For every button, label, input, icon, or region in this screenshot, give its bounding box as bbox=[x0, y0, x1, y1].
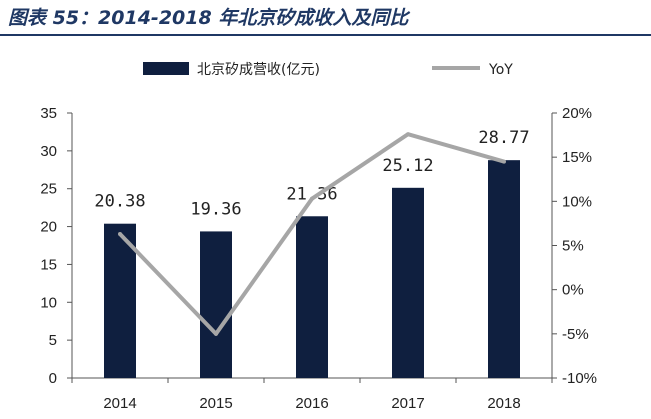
revenue-bar bbox=[104, 223, 136, 378]
legend-label-yoy: YoY bbox=[488, 62, 513, 78]
x-axis-tick-label: 2016 bbox=[295, 395, 328, 412]
left-y-axis: 0 5 10 15 20 25 30 35 bbox=[40, 105, 73, 387]
right-axis-tick-label: 5% bbox=[562, 238, 584, 255]
left-axis-tick-label: 25 bbox=[40, 181, 57, 198]
right-axis-tick-label: -5% bbox=[562, 326, 589, 343]
left-axis-tick-label: 30 bbox=[40, 143, 57, 160]
right-axis-tick-label: 15% bbox=[562, 149, 592, 166]
x-axis-tick-label: 2015 bbox=[199, 395, 232, 412]
left-axis-tick-label: 5 bbox=[49, 332, 57, 349]
left-axis-tick-label: 10 bbox=[40, 294, 57, 311]
yoy-point bbox=[502, 159, 506, 164]
bar-series bbox=[104, 160, 520, 378]
right-axis-tick-label: 10% bbox=[562, 193, 592, 210]
yoy-point bbox=[118, 232, 122, 237]
revenue-bar bbox=[392, 187, 424, 378]
legend-label-revenue: 北京矽成营收(亿元) bbox=[197, 62, 320, 78]
yoy-point bbox=[214, 331, 218, 336]
yoy-line-series bbox=[118, 132, 506, 336]
revenue-bar bbox=[200, 231, 232, 378]
left-axis-tick-label: 15 bbox=[40, 256, 57, 273]
right-y-axis: -10% -5% 0% 5% 10% 15% 20% bbox=[551, 105, 597, 387]
left-axis-tick-label: 35 bbox=[40, 105, 57, 122]
yoy-point bbox=[406, 132, 410, 137]
left-axis-tick-label: 20 bbox=[40, 219, 57, 236]
right-axis-tick-label: 20% bbox=[562, 105, 592, 122]
revenue-data-label: 25.12 bbox=[382, 156, 433, 176]
revenue-bar bbox=[296, 216, 328, 378]
revenue-data-label: 20.38 bbox=[94, 192, 145, 212]
right-axis-tick-label: -10% bbox=[562, 370, 597, 387]
right-axis-tick-label: 0% bbox=[562, 282, 584, 299]
legend-swatch-revenue bbox=[143, 62, 189, 75]
left-axis-tick-label: 0 bbox=[49, 370, 57, 387]
revenue-bar bbox=[488, 160, 520, 378]
title-divider bbox=[0, 34, 651, 36]
chart-title: 图表 55：2014-2018 年北京矽成收入及同比 bbox=[8, 7, 409, 29]
revenue-data-label: 19.36 bbox=[190, 199, 241, 219]
x-axis-tick-label: 2018 bbox=[487, 395, 520, 412]
chart-legend: 北京矽成营收(亿元) YoY bbox=[143, 62, 513, 78]
yoy-point bbox=[310, 196, 314, 201]
x-axis-tick-label: 2014 bbox=[103, 395, 136, 412]
revenue-data-label: 28.77 bbox=[478, 128, 529, 148]
x-axis-tick-label: 2017 bbox=[391, 395, 424, 412]
x-axis: 2014 2015 2016 2017 2018 bbox=[71, 377, 553, 412]
